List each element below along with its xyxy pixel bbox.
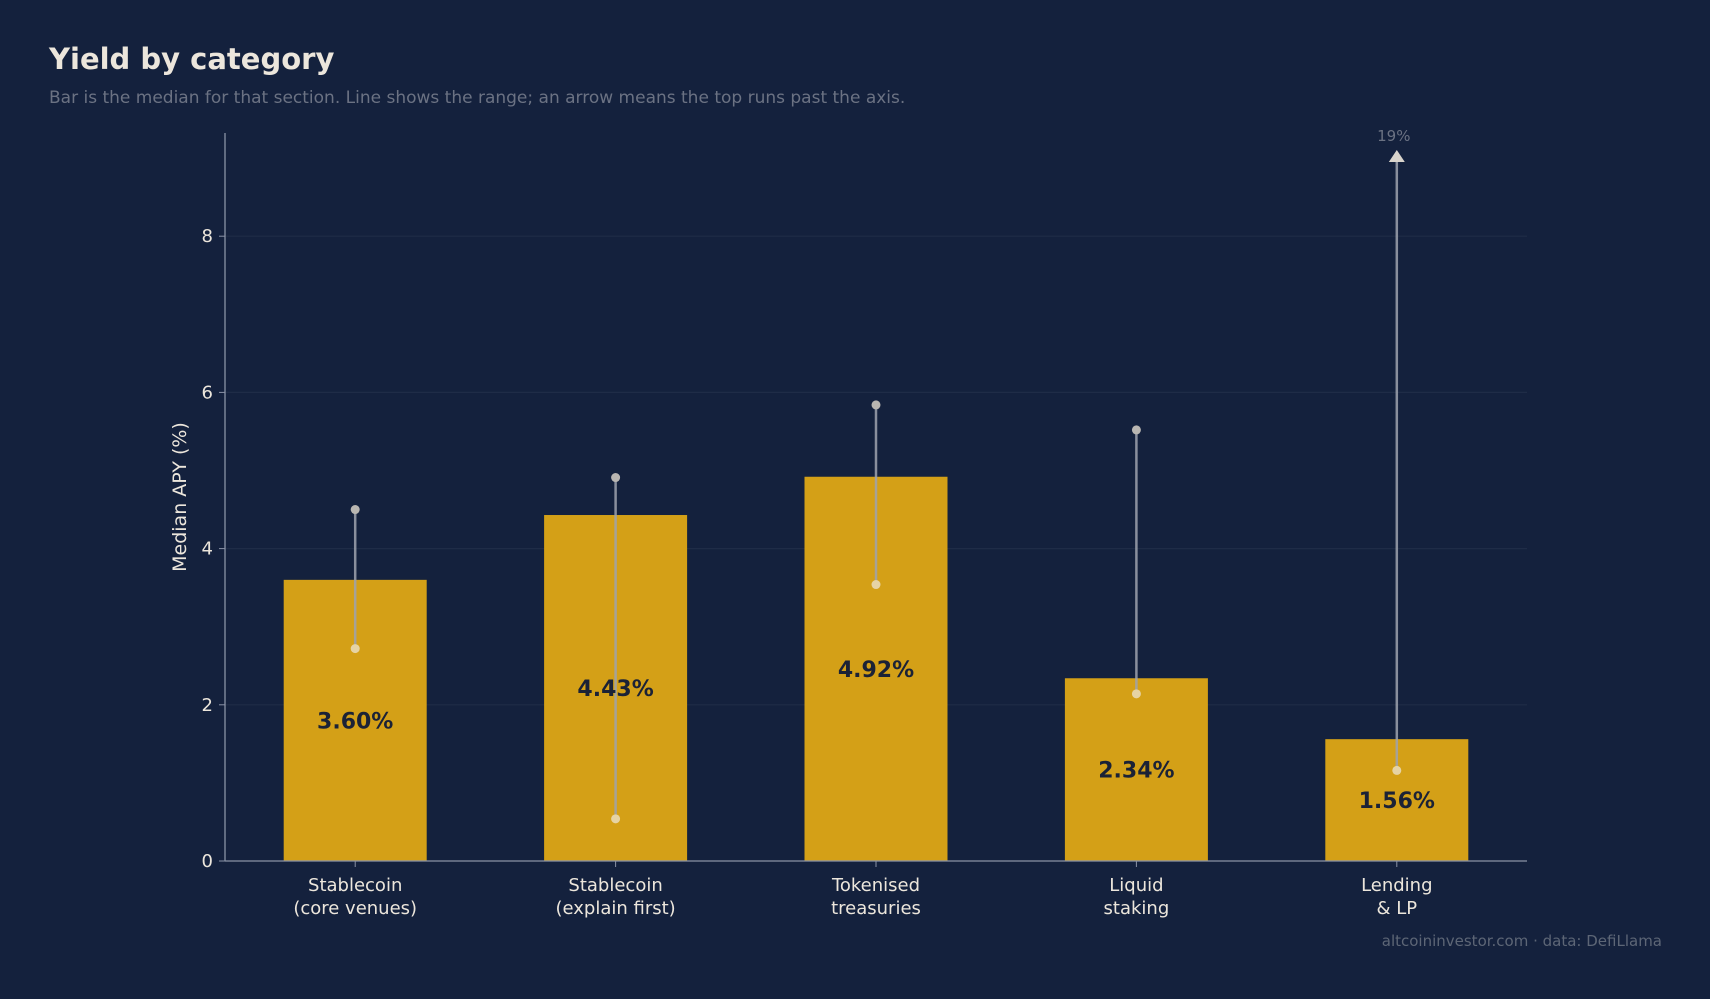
y-axis-label: Median APY (%) bbox=[169, 422, 191, 572]
bar-value-label: 4.43% bbox=[577, 677, 653, 702]
y-tick-label: 8 bbox=[202, 226, 213, 247]
axes: 0 2 4 6 8 Median APY (%) Stablecoin (core venue… bbox=[169, 133, 1527, 919]
y-tick-label: 6 bbox=[202, 382, 213, 403]
range-high-dot bbox=[611, 473, 621, 483]
y-tick-label: 4 bbox=[202, 539, 213, 560]
overflow-arrow bbox=[1388, 150, 1405, 162]
x-tick-label: Stablecoin (core venues) bbox=[293, 875, 417, 919]
range-low-dot bbox=[1131, 689, 1141, 699]
range-low-dot bbox=[871, 580, 881, 590]
x-tick-label: Liquid staking bbox=[1104, 875, 1170, 919]
bar-value-label: 1.56% bbox=[1359, 789, 1435, 814]
x-tick-label: Tokenised treasuries bbox=[831, 875, 921, 919]
range-high-dot bbox=[350, 505, 360, 515]
chart-title: Yield by category bbox=[49, 42, 335, 76]
range-low-dot bbox=[1392, 765, 1402, 775]
range-low-dot bbox=[350, 644, 360, 654]
y-tick-label: 0 bbox=[202, 851, 213, 872]
y-tick-label: 2 bbox=[202, 695, 213, 716]
bar-value-label: 4.92% bbox=[838, 658, 914, 683]
range-low-dot bbox=[611, 814, 621, 824]
range-high-dot bbox=[871, 400, 881, 410]
range-lines: 19% bbox=[350, 127, 1410, 824]
bar bbox=[1064, 678, 1208, 861]
overflow-value-label: 19% bbox=[1377, 127, 1410, 145]
source-credit: altcoininvestor.com · data: DefiLlama bbox=[1381, 932, 1662, 950]
x-tick-label: Stablecoin (explain first) bbox=[555, 875, 675, 919]
bar-value-label: 2.34% bbox=[1098, 759, 1174, 784]
chart-subtitle: Bar is the median for that section. Line… bbox=[49, 88, 906, 108]
x-tick-label: Lending & LP bbox=[1361, 875, 1432, 919]
bar-value-label: 3.60% bbox=[317, 709, 393, 734]
range-high-dot bbox=[1131, 425, 1141, 435]
bar-value-labels: 3.60% 4.43% 4.92% 2.34% 1.56% bbox=[317, 658, 1435, 814]
